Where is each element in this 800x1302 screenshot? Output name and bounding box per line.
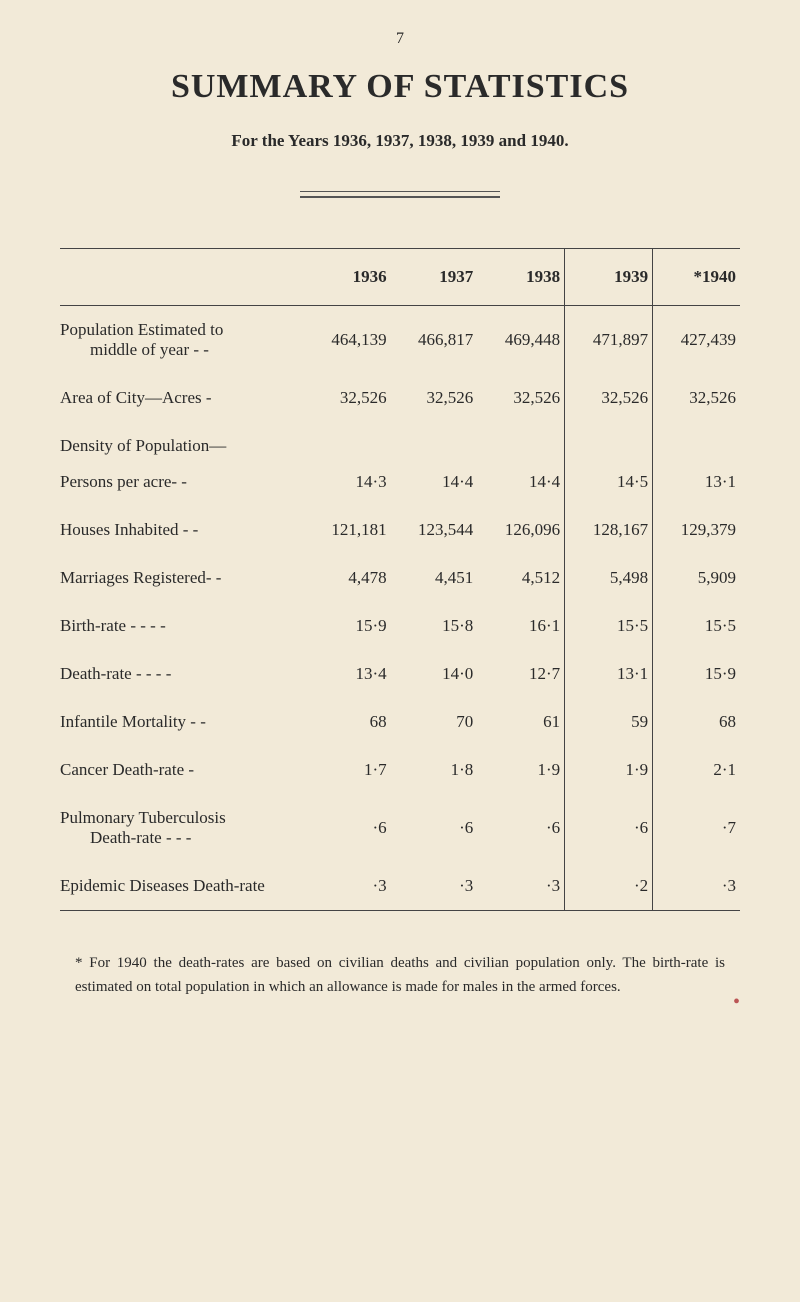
page-number: 7: [60, 30, 740, 48]
row-label: Pulmonary Tuberculosis Death-rate - - -: [60, 794, 304, 862]
cell: 32,526: [304, 374, 391, 422]
table-row: Marriages Registered- - 4,478 4,451 4,51…: [60, 554, 740, 602]
row-label: Marriages Registered- -: [60, 554, 304, 602]
cell: 59: [565, 698, 653, 746]
page-mark-icon: •: [733, 991, 740, 1014]
row-label: Birth-rate - - - -: [60, 602, 304, 650]
cell: 15·9: [304, 602, 391, 650]
cell: 1·9: [477, 746, 564, 794]
cell: 4,478: [304, 554, 391, 602]
cell: [391, 422, 478, 458]
cell: 15·5: [653, 602, 740, 650]
cell: 14·3: [304, 458, 391, 506]
cell: 61: [477, 698, 564, 746]
cell: 68: [653, 698, 740, 746]
row-label: Persons per acre- -: [60, 458, 304, 506]
cell: 13·1: [565, 650, 653, 698]
table-header-1938: 1938: [477, 249, 564, 306]
table-header-row: 1936 1937 1938 1939 *1940: [60, 249, 740, 306]
cell: ·3: [653, 862, 740, 911]
cell: 14·4: [477, 458, 564, 506]
table-header-1936: 1936: [304, 249, 391, 306]
main-title: SUMMARY OF STATISTICS: [60, 68, 740, 106]
divider-double-rule: [300, 191, 500, 198]
cell: 14·0: [391, 650, 478, 698]
cell: 123,544: [391, 506, 478, 554]
cell: ·3: [304, 862, 391, 911]
subtitle: For the Years 1936, 1937, 1938, 1939 and…: [60, 131, 740, 151]
table-row: Cancer Death-rate - 1·7 1·8 1·9 1·9 2·1: [60, 746, 740, 794]
cell: 471,897: [565, 306, 653, 375]
cell: 129,379: [653, 506, 740, 554]
cell: 16·1: [477, 602, 564, 650]
row-label: Area of City—Acres -: [60, 374, 304, 422]
cell: [565, 422, 653, 458]
table-row: Persons per acre- - 14·3 14·4 14·4 14·5 …: [60, 458, 740, 506]
cell: 32,526: [477, 374, 564, 422]
cell: 121,181: [304, 506, 391, 554]
cell: 4,451: [391, 554, 478, 602]
table-header-empty: [60, 249, 304, 306]
table-row: Houses Inhabited - - 121,181 123,544 126…: [60, 506, 740, 554]
cell: ·7: [653, 794, 740, 862]
cell: 1·9: [565, 746, 653, 794]
table-header-1940: *1940: [653, 249, 740, 306]
document-page: 7 SUMMARY OF STATISTICS For the Years 19…: [0, 0, 800, 1039]
statistics-table: 1936 1937 1938 1939 *1940 Population Est…: [60, 248, 740, 911]
footnote: * For 1940 the death-rates are based on …: [60, 951, 740, 999]
cell: 13·4: [304, 650, 391, 698]
cell: 464,139: [304, 306, 391, 375]
cell: ·6: [477, 794, 564, 862]
row-label: Houses Inhabited - -: [60, 506, 304, 554]
cell: 13·1: [653, 458, 740, 506]
cell: 12·7: [477, 650, 564, 698]
cell: 15·5: [565, 602, 653, 650]
cell: 14·5: [565, 458, 653, 506]
cell: ·2: [565, 862, 653, 911]
cell: 1·7: [304, 746, 391, 794]
table-row: Death-rate - - - - 13·4 14·0 12·7 13·1 1…: [60, 650, 740, 698]
table-row: Birth-rate - - - - 15·9 15·8 16·1 15·5 1…: [60, 602, 740, 650]
cell: ·3: [391, 862, 478, 911]
cell: [477, 422, 564, 458]
cell: [304, 422, 391, 458]
table-header-1937: 1937: [391, 249, 478, 306]
table-row: Population Estimated to middle of year -…: [60, 306, 740, 375]
row-label: Epidemic Diseases Death-rate: [60, 862, 304, 911]
table-header-1939: 1939: [565, 249, 653, 306]
cell: 128,167: [565, 506, 653, 554]
cell: 466,817: [391, 306, 478, 375]
table-section-header: Density of Population—: [60, 422, 740, 458]
row-label: Death-rate - - - -: [60, 650, 304, 698]
row-label: Density of Population—: [60, 422, 304, 458]
cell: 15·9: [653, 650, 740, 698]
table-row: Infantile Mortality - - 68 70 61 59 68: [60, 698, 740, 746]
cell: 32,526: [653, 374, 740, 422]
cell: 32,526: [565, 374, 653, 422]
cell: 4,512: [477, 554, 564, 602]
cell: 2·1: [653, 746, 740, 794]
cell: 5,909: [653, 554, 740, 602]
row-label: Population Estimated to middle of year -…: [60, 306, 304, 375]
table-row: Area of City—Acres - 32,526 32,526 32,52…: [60, 374, 740, 422]
table-row: Pulmonary Tuberculosis Death-rate - - - …: [60, 794, 740, 862]
row-label: Infantile Mortality - -: [60, 698, 304, 746]
cell: 1·8: [391, 746, 478, 794]
cell: 15·8: [391, 602, 478, 650]
cell: ·6: [565, 794, 653, 862]
row-label: Cancer Death-rate -: [60, 746, 304, 794]
table-row: Epidemic Diseases Death-rate ·3 ·3 ·3 ·2…: [60, 862, 740, 911]
cell: 126,096: [477, 506, 564, 554]
cell: 70: [391, 698, 478, 746]
cell: 5,498: [565, 554, 653, 602]
cell: ·6: [391, 794, 478, 862]
cell: ·6: [304, 794, 391, 862]
cell: ·3: [477, 862, 564, 911]
cell: 32,526: [391, 374, 478, 422]
cell: 14·4: [391, 458, 478, 506]
cell: 427,439: [653, 306, 740, 375]
cell: 68: [304, 698, 391, 746]
cell: 469,448: [477, 306, 564, 375]
cell: [653, 422, 740, 458]
